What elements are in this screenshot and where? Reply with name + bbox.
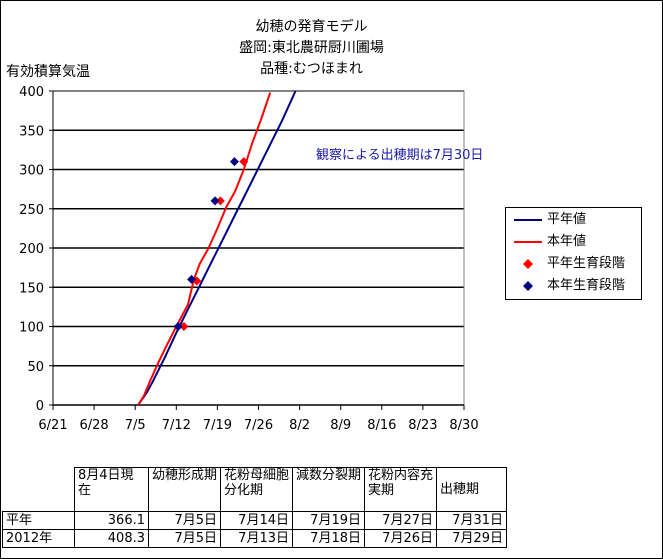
- x-tick-label: 7/26: [244, 418, 273, 433]
- x-tick-label: 7/5: [125, 418, 146, 433]
- y-tick-label: 350: [19, 124, 44, 139]
- table-row-label: 平年: [2, 511, 75, 530]
- table-cell: 408.3: [74, 529, 149, 548]
- y-tick-label: 200: [19, 242, 44, 257]
- x-tick-label: 8/2: [289, 418, 310, 433]
- stage-marker: [179, 322, 189, 331]
- table-cell: 7月19日: [292, 511, 365, 530]
- y-tick-label: 300: [19, 164, 44, 179]
- y-tick-label: 150: [19, 281, 44, 296]
- stage-marker: [210, 196, 220, 206]
- table-cell: 7月5日: [148, 511, 221, 530]
- legend-line-icon: [514, 241, 542, 243]
- table-cell: 7月26日: [364, 529, 437, 548]
- chart-subtitle-location: 盛岡:東北農研厨川圃場: [239, 40, 384, 56]
- table-header-row: 8月4日現在 幼穂形成期 花粉母細胞分化期 減数分裂期 花粉内容充実期 出穂期: [2, 467, 507, 512]
- table-cell: 7月13日: [220, 529, 293, 548]
- table-cell: 7月27日: [364, 511, 437, 530]
- y-tick-label: 100: [19, 321, 44, 336]
- legend-line-icon: [514, 219, 542, 221]
- table-row: 2012年 408.3 7月5日 7月13日 7月18日 7月26日 7月29日: [2, 529, 507, 548]
- table-row: 平年 366.1 7月5日 7月14日 7月19日 7月27日 7月31日: [2, 511, 507, 530]
- legend-label: 平年生育段階: [547, 256, 626, 271]
- table-cell: 7月5日: [148, 529, 221, 548]
- legend-label: 本年値: [547, 234, 587, 249]
- x-tick-label: 6/21: [38, 418, 67, 433]
- stage-marker: [173, 322, 183, 331]
- x-tick-label: 6/28: [79, 418, 108, 433]
- table-header-cell: 花粉母細胞分化期: [220, 467, 293, 512]
- table-cell: 7月31日: [436, 511, 507, 530]
- legend-label: 本年生育段階: [547, 278, 626, 293]
- y-tick-label: 250: [19, 203, 44, 218]
- table-corner-cell: [2, 467, 75, 512]
- chart-title: 幼穂の発育モデル: [255, 19, 368, 35]
- legend-item-current-stage: 本年生育段階: [506, 277, 641, 295]
- legend: 平年値 本年値 平年生育段階 本年生育段階: [505, 207, 642, 300]
- plot-area: 0 50 100 150 200 250 300 350 400 6/21 6/28 7/5 7/12 7…: [19, 85, 478, 433]
- table-header-cell: 花粉内容充実期: [364, 467, 437, 512]
- stage-marker: [215, 196, 225, 206]
- stage-marker: [239, 157, 249, 167]
- table-cell: 7月18日: [292, 529, 365, 548]
- table-header-cell: 幼穂形成期: [148, 467, 221, 512]
- x-tick-label: 8/30: [449, 418, 478, 433]
- series-line: [137, 90, 297, 406]
- x-tick-label: 8/9: [330, 418, 351, 433]
- table-cell: 7月14日: [220, 511, 293, 530]
- x-tick-label: 7/12: [162, 418, 191, 433]
- x-tick-label: 8/23: [408, 418, 437, 433]
- legend-item-average-stage: 平年生育段階: [506, 255, 641, 273]
- legend-item-average-line: 平年値: [506, 211, 641, 229]
- y-tick-label: 400: [19, 85, 44, 100]
- table-cell: 366.1: [74, 511, 149, 530]
- table-header-cell: 減数分裂期: [292, 467, 365, 512]
- x-tick-label: 7/19: [203, 418, 232, 433]
- heading-observation-note: 観察による出穂期は7月30日: [316, 148, 484, 163]
- stage-table: 8月4日現在 幼穂形成期 花粉母細胞分化期 減数分裂期 花粉内容充実期 出穂期 …: [2, 467, 507, 548]
- table-row-label: 2012年: [2, 529, 75, 548]
- legend-label: 平年値: [547, 212, 587, 227]
- stage-marker: [187, 274, 197, 284]
- stage-marker: [229, 157, 239, 167]
- legend-diamond-icon: [523, 281, 533, 291]
- table-cell: 7月29日: [436, 529, 507, 548]
- table-header-cell: 出穂期: [436, 467, 507, 512]
- legend-diamond-icon: [523, 259, 533, 269]
- y-tick-label: 0: [36, 399, 44, 414]
- x-tick-label: 8/16: [367, 418, 396, 433]
- y-axis-label: 有効積算気温: [6, 64, 90, 80]
- legend-item-current-line: 本年値: [506, 233, 641, 251]
- table-header-cell: 8月4日現在: [74, 467, 149, 512]
- y-tick-label: 50: [27, 360, 44, 375]
- chart-subtitle-variety: 品種:むつほまれ: [260, 61, 363, 77]
